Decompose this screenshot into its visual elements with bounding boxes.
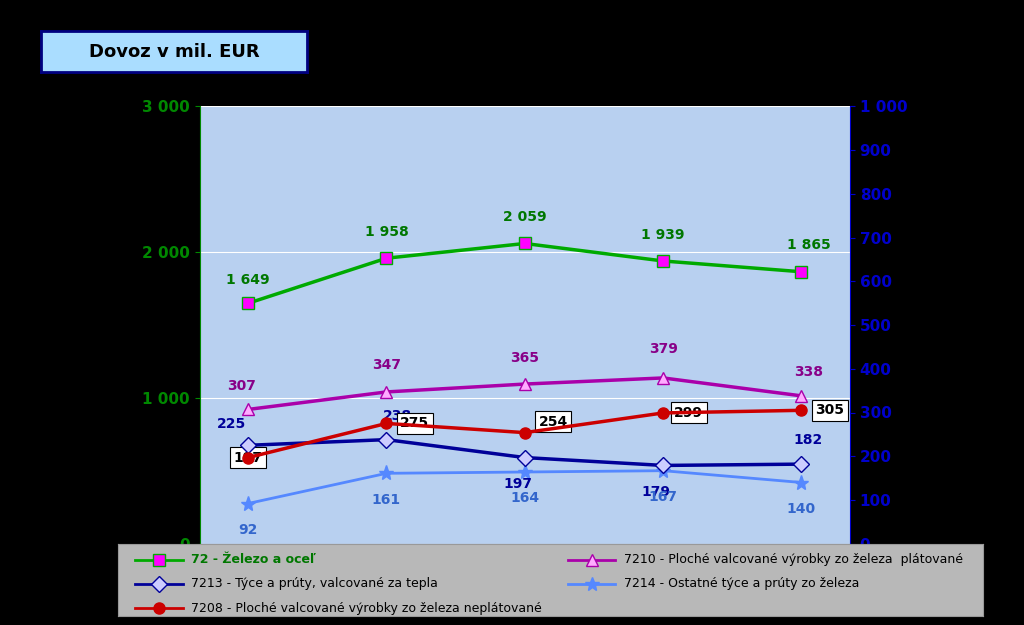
Text: 197: 197 (233, 451, 262, 464)
Text: 238: 238 (383, 409, 412, 423)
Text: 307: 307 (226, 379, 256, 392)
Text: 140: 140 (786, 502, 816, 516)
Text: 347: 347 (372, 359, 401, 372)
Text: 197: 197 (504, 477, 532, 491)
Text: 379: 379 (649, 342, 678, 356)
Text: 164: 164 (510, 491, 540, 506)
Text: 92: 92 (239, 523, 258, 537)
Text: 1 939: 1 939 (641, 228, 685, 241)
Text: 1 958: 1 958 (365, 225, 409, 239)
Text: 7214 - Ostatné týce a prúty zo železa: 7214 - Ostatné týce a prúty zo železa (624, 578, 859, 591)
Text: 305: 305 (815, 403, 845, 418)
Text: 167: 167 (648, 490, 678, 504)
Text: 1 649: 1 649 (226, 272, 270, 287)
Text: 7213 - Týce a prúty, valcované za tepla: 7213 - Týce a prúty, valcované za tepla (191, 578, 438, 591)
Text: Dovoz v mil. EUR: Dovoz v mil. EUR (89, 42, 259, 61)
Text: 161: 161 (372, 492, 401, 507)
Text: 179: 179 (642, 485, 671, 499)
Text: 225: 225 (217, 418, 246, 431)
Text: 275: 275 (400, 416, 429, 431)
Text: 365: 365 (510, 351, 540, 364)
Text: 2 059: 2 059 (503, 210, 547, 224)
Text: 254: 254 (539, 414, 568, 429)
Text: 182: 182 (794, 434, 823, 447)
Text: 72 - Železo a oceľ: 72 - Železo a oceľ (191, 553, 316, 566)
Text: 7210 - Ploché valcované výrobky zo železa  plátované: 7210 - Ploché valcované výrobky zo želez… (624, 553, 963, 566)
Text: 338: 338 (794, 365, 823, 379)
Text: 1 865: 1 865 (786, 238, 830, 252)
Text: 7208 - Ploché valcované výrobky zo železa neplátované: 7208 - Ploché valcované výrobky zo želez… (191, 602, 542, 615)
Text: 299: 299 (674, 406, 703, 420)
